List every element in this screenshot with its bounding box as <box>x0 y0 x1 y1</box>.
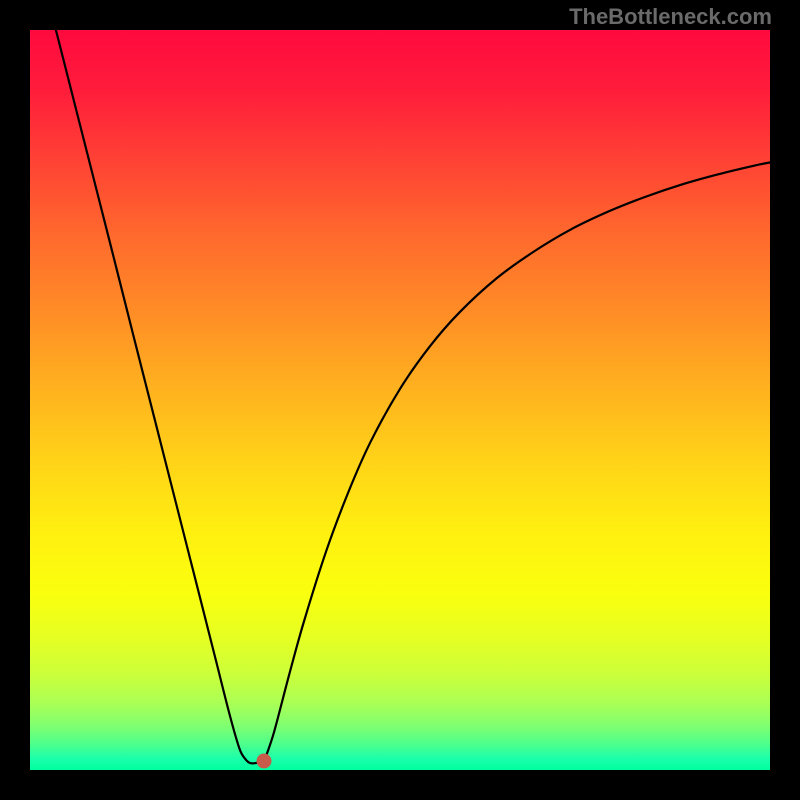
curve-left-branch <box>56 30 265 763</box>
curve-right-branch <box>265 162 770 758</box>
plot-area <box>30 30 770 770</box>
minimum-marker <box>256 754 271 769</box>
curve-layer <box>30 30 770 770</box>
figure-root: TheBottleneck.com <box>0 0 800 800</box>
watermark-text: TheBottleneck.com <box>569 4 772 30</box>
